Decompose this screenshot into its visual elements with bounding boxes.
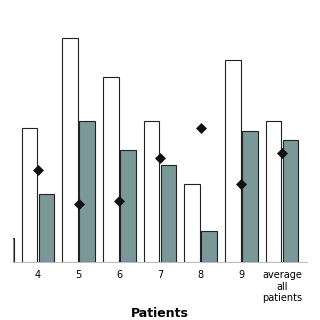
Bar (79, 121, 95, 262)
Bar (62, 38, 78, 262)
Bar (103, 77, 118, 262)
Bar (161, 165, 176, 262)
Bar (184, 184, 200, 262)
Bar (283, 140, 298, 262)
X-axis label: Patients: Patients (131, 308, 189, 320)
Bar (266, 121, 281, 262)
Bar (242, 131, 258, 262)
Bar (120, 150, 136, 262)
Bar (22, 128, 37, 262)
Bar (39, 194, 54, 262)
Bar (225, 60, 241, 262)
Bar (144, 121, 159, 262)
Bar (0, 238, 14, 262)
Bar (202, 231, 217, 262)
